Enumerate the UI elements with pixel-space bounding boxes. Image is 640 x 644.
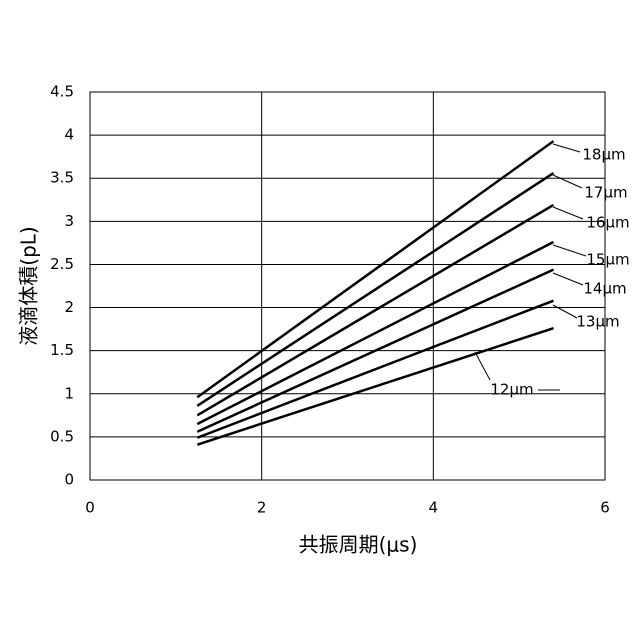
leader-line — [553, 175, 582, 188]
chart: 共振周期(μs) 液滴体積(pL) 0 0.5 1 1.5 2 2.5 3 3.5 4 4.5 0 2… — [0, 0, 640, 640]
y-tick-label: 1.5 — [50, 341, 74, 359]
x-tick-label: 2 — [257, 499, 267, 517]
series-label: 17μm — [584, 184, 627, 202]
series-label: 12μm — [490, 381, 533, 399]
y-tick-label: 3.5 — [50, 169, 74, 187]
leader-line — [553, 144, 580, 152]
series-label: 16μm — [586, 214, 629, 232]
x-tick-label: 6 — [600, 499, 610, 517]
y-tick-label: 1 — [64, 384, 74, 402]
series-label: 14μm — [583, 280, 626, 298]
y-axis-label: 液滴体積(pL) — [17, 226, 41, 345]
series-label: 13μm — [576, 313, 619, 331]
y-tick-label: 4 — [64, 126, 74, 144]
series-line — [197, 301, 553, 438]
leader-line — [553, 207, 583, 219]
y-tick-label: 0 — [64, 471, 74, 489]
leader-line — [553, 245, 586, 256]
x-tick-label: 4 — [429, 499, 439, 517]
y-tick-label: 3 — [64, 212, 74, 230]
series-label: 18μm — [582, 146, 625, 164]
leader-line — [553, 273, 583, 285]
y-tick-label: 0.5 — [50, 427, 74, 445]
x-axis-label: 共振周期(μs) — [299, 533, 418, 557]
series-line — [197, 173, 553, 406]
leader-line — [475, 352, 490, 380]
x-tick-label: 0 — [85, 499, 95, 517]
series-label: 15μm — [586, 251, 629, 269]
plot-frame — [90, 92, 605, 480]
y-tick-label: 2 — [64, 298, 74, 316]
y-tick-label: 2.5 — [50, 255, 74, 273]
y-tick-label: 4.5 — [50, 83, 74, 101]
leader-line — [553, 305, 577, 318]
